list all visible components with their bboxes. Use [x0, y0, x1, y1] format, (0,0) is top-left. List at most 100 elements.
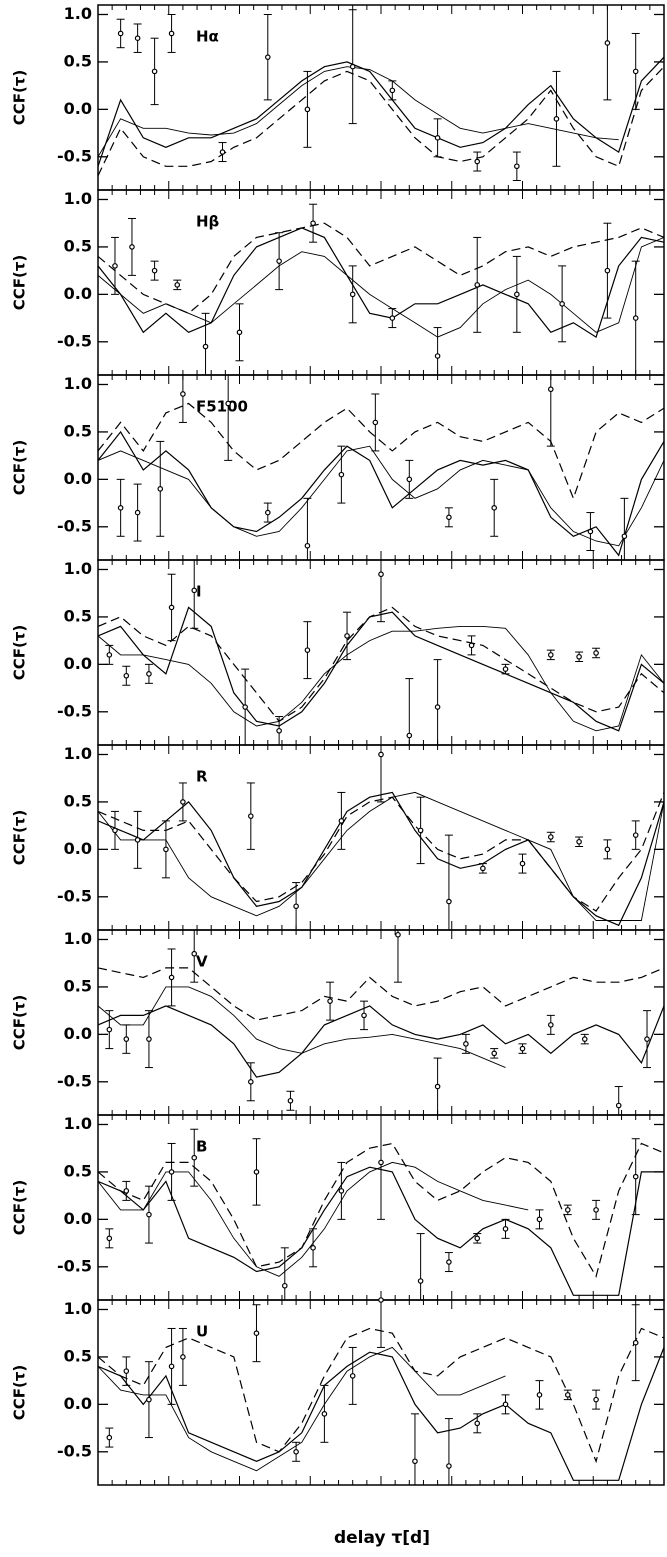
data-point	[604, 40, 611, 46]
y-tick-label: -0.5	[57, 701, 92, 720]
data-point	[434, 135, 441, 141]
y-tick-label: 0.5	[64, 236, 92, 255]
data-point	[446, 1259, 452, 1265]
plot-frame	[97, 4, 665, 191]
y-axis-label: CCF(τ)	[11, 1180, 29, 1236]
y-axis-label: CCF(τ)	[11, 440, 29, 496]
y-tick-label: 0.5	[64, 1161, 92, 1180]
series-line	[98, 1142, 664, 1278]
y-tick-label: 0.5	[64, 51, 92, 70]
data-point	[491, 505, 498, 511]
data-point	[406, 476, 413, 483]
data-point	[134, 35, 141, 42]
y-tick-label: 0.5	[64, 976, 92, 995]
y-tick-label: 0.0	[64, 469, 92, 488]
data-point	[547, 652, 554, 658]
y-tick-label: 1.0	[64, 559, 92, 578]
y-tick-label: 1.0	[64, 1299, 92, 1318]
y-tick-label: 0.5	[64, 791, 92, 810]
panel-label: I	[196, 583, 202, 601]
data-point	[378, 571, 384, 578]
y-tick-label: 1.0	[64, 189, 92, 208]
data-point	[106, 1434, 113, 1441]
series-line	[98, 445, 664, 547]
data-point	[593, 650, 599, 656]
data-point	[547, 386, 554, 393]
data-point	[378, 1297, 384, 1303]
data-point	[581, 1036, 588, 1042]
data-point	[236, 329, 243, 336]
data-point	[632, 68, 639, 75]
data-point	[310, 1245, 316, 1251]
series-line	[98, 66, 664, 177]
data-point	[327, 998, 333, 1004]
series-line	[98, 625, 664, 732]
y-tick-label: 0.0	[64, 99, 92, 118]
y-axis-label: CCF(τ)	[11, 810, 29, 866]
data-point	[338, 471, 345, 478]
data-point	[276, 258, 282, 264]
data-point	[310, 220, 316, 227]
panel-label: U	[196, 1323, 208, 1341]
series-line	[98, 1347, 664, 1481]
panel-label: R	[196, 768, 208, 786]
y-tick-label: -0.5	[57, 516, 92, 535]
data-point	[242, 704, 248, 710]
y-tick-label: 0.0	[64, 1394, 92, 1413]
y-axis-label: CCF(τ)	[11, 625, 29, 681]
data-point	[112, 827, 118, 834]
data-point	[502, 666, 509, 672]
data-point	[146, 671, 152, 677]
y-tick-label: 1.0	[64, 374, 92, 393]
data-point	[304, 106, 311, 113]
data-point	[163, 846, 169, 853]
data-point	[253, 1330, 260, 1337]
data-point	[446, 514, 452, 521]
data-point	[417, 1278, 424, 1284]
y-tick-label: 0.0	[64, 284, 92, 303]
data-point	[446, 898, 452, 905]
data-point	[151, 68, 158, 75]
data-point	[344, 633, 350, 639]
data-point	[281, 1282, 288, 1289]
data-point	[434, 353, 441, 359]
y-tick-label: -0.5	[57, 1441, 92, 1460]
y-tick-label: 1.0	[64, 1114, 92, 1133]
panel-label: B	[196, 1138, 207, 1156]
data-point	[349, 1373, 356, 1379]
data-point	[389, 87, 396, 94]
y-tick-label: -0.5	[57, 146, 92, 165]
panel-label: Hβ	[196, 213, 220, 231]
data-point	[123, 1036, 130, 1042]
y-tick-label: 1.0	[64, 4, 92, 23]
panel-label: V	[196, 953, 208, 971]
data-point	[621, 533, 628, 540]
data-point	[248, 813, 254, 819]
y-tick-label: 1.0	[64, 929, 92, 948]
data-point	[117, 30, 124, 37]
data-point	[106, 1026, 113, 1033]
data-point	[180, 391, 186, 397]
data-point	[191, 587, 198, 594]
series-line	[98, 986, 506, 1069]
y-tick-label: -0.5	[57, 1256, 92, 1275]
data-point	[372, 419, 379, 426]
data-point	[349, 63, 356, 70]
data-point	[536, 1392, 543, 1398]
data-point	[168, 30, 175, 37]
data-point	[304, 647, 311, 653]
data-point	[146, 1036, 152, 1042]
data-point	[564, 1207, 571, 1213]
data-point	[547, 834, 554, 840]
data-point	[536, 1216, 543, 1223]
data-point	[395, 931, 401, 938]
data-point	[417, 827, 424, 834]
y-axis-label: CCF(τ)	[11, 255, 29, 311]
data-point	[157, 486, 164, 492]
data-point	[604, 267, 611, 274]
data-point	[180, 1354, 186, 1360]
data-point	[587, 528, 594, 535]
data-point	[151, 267, 158, 274]
